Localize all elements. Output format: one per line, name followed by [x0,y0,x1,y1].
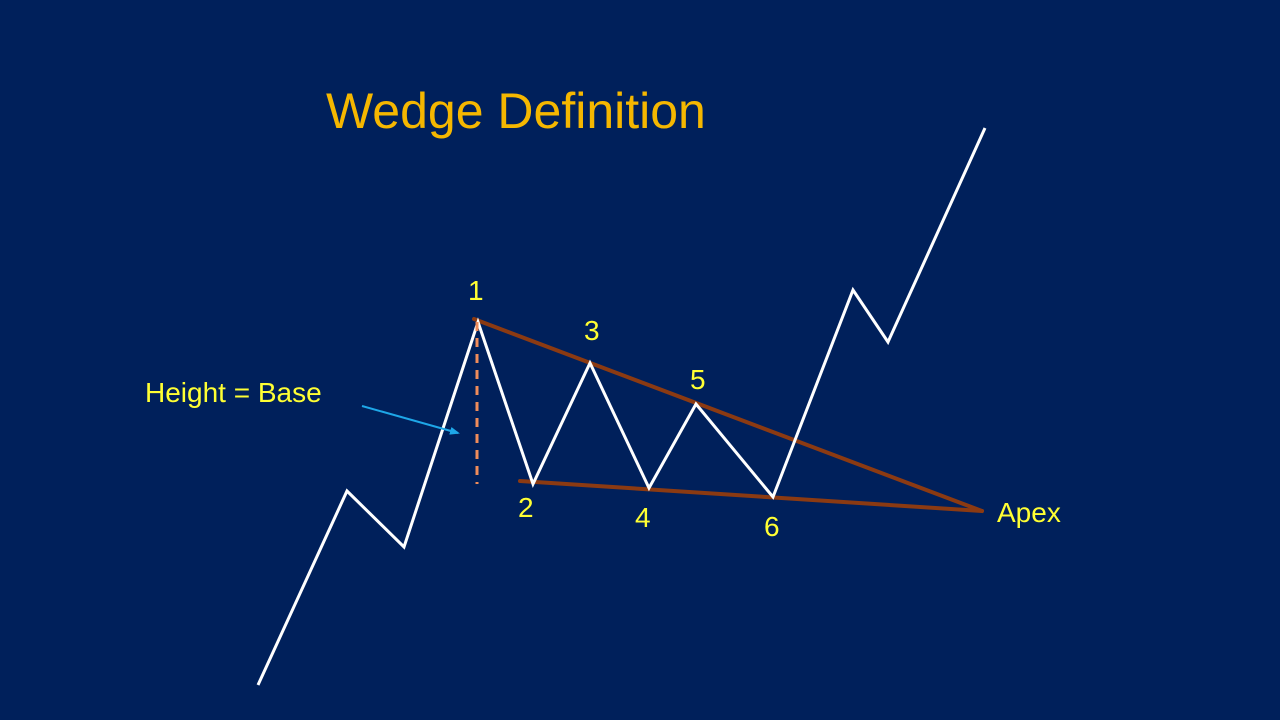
point-label-1: 1 [468,275,484,306]
point-label-2: 2 [518,492,534,523]
slide-title: Wedge Definition [326,83,706,139]
point-label-3: 3 [584,315,600,346]
upper-trendline [472,317,984,513]
price-path [256,127,987,686]
point-label-5: 5 [690,364,706,395]
lower-trendline [518,479,984,513]
height-label: Height = Base [145,377,322,408]
point-label-6: 6 [764,511,780,542]
apex-label: Apex [997,497,1061,528]
pointer-arrow-icon [361,405,460,435]
point-label-4: 4 [635,502,651,533]
